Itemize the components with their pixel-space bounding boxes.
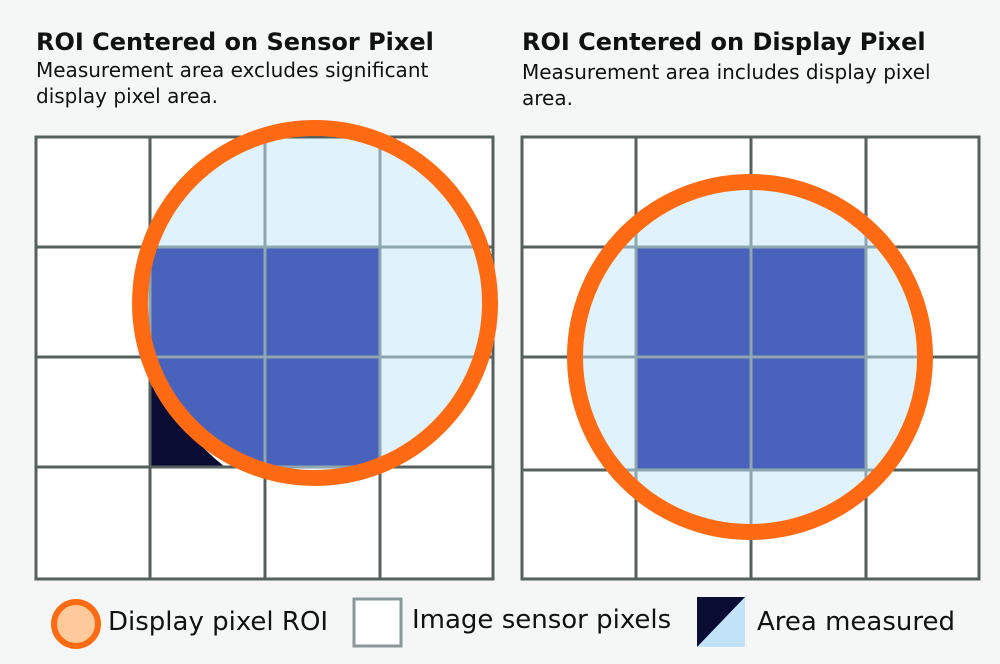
right-display-pixel-roi-ring: [567, 174, 933, 540]
legend-sensor-swatch-icon: [352, 597, 403, 648]
left-display-pixel-roi-ring: [132, 120, 498, 486]
left-panel-subtitle: Measurement area excludes significant di…: [36, 58, 429, 108]
left-panel-title: ROI Centered on Sensor Pixel: [36, 28, 434, 56]
right-panel-subtitle: Measurement area includes display pixel …: [522, 60, 931, 110]
legend-roi-swatch-icon: [51, 599, 101, 649]
legend-area-swatch-icon: [697, 597, 745, 647]
left-display-pixel-outside-roi: [150, 370, 225, 467]
right-panel-title: ROI Centered on Display Pixel: [522, 28, 926, 56]
left-sensor-grid: [34, 120, 498, 581]
right-sensor-grid: [520, 135, 981, 581]
legend-roi-label: Display pixel ROI: [108, 607, 329, 637]
legend-area-label: Area measured: [757, 607, 955, 637]
legend-sensor-label: Image sensor pixels: [412, 605, 672, 635]
